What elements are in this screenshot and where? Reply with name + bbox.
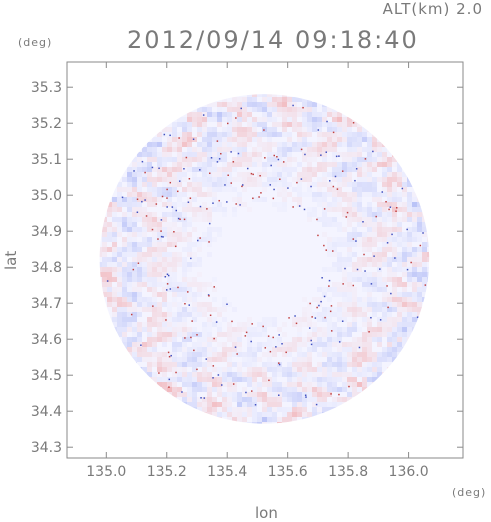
y-tick-label: 34.7 xyxy=(31,296,62,312)
y-axis: 34.3 34.4 34.5 34.6 34.7 34.8 34.9 35.0 35.1 35.2… xyxy=(31,80,463,456)
x-axis: 135.0 135.2 135.4 135.6 135.8 136.0 xyxy=(86,62,429,480)
altitude-label: ALT(km) 2.0 xyxy=(382,0,483,18)
x-tick-label: 135.4 xyxy=(207,464,247,480)
y-tick-label: 34.3 xyxy=(31,440,62,456)
x-tick-label: 135.6 xyxy=(268,464,308,480)
radar-field xyxy=(99,94,430,424)
x-tick-label: 135.8 xyxy=(328,464,368,480)
y-axis-label: lat xyxy=(2,250,20,270)
y-tick-label: 34.5 xyxy=(31,368,62,384)
y-tick-label: 34.6 xyxy=(31,332,62,348)
y-tick-label: 34.9 xyxy=(31,224,62,240)
x-tick-label: 136.0 xyxy=(389,464,429,480)
x-unit-label: (deg) xyxy=(452,486,487,499)
plot-frame xyxy=(66,61,464,459)
y-tick-label: 35.3 xyxy=(31,80,62,96)
y-tick-label: 35.1 xyxy=(31,152,62,168)
chart-title: 2012/09/14 09:18:40 xyxy=(127,26,419,54)
y-unit-label: (deg) xyxy=(18,36,53,49)
x-tick-label: 135.0 xyxy=(86,464,126,480)
y-tick-label: 35.0 xyxy=(31,188,62,204)
x-axis-label: lon xyxy=(255,504,278,522)
y-tick-label: 35.2 xyxy=(31,116,62,132)
y-tick-label: 34.8 xyxy=(31,260,62,276)
x-tick-label: 135.2 xyxy=(147,464,187,480)
y-tick-label: 34.4 xyxy=(31,404,62,420)
